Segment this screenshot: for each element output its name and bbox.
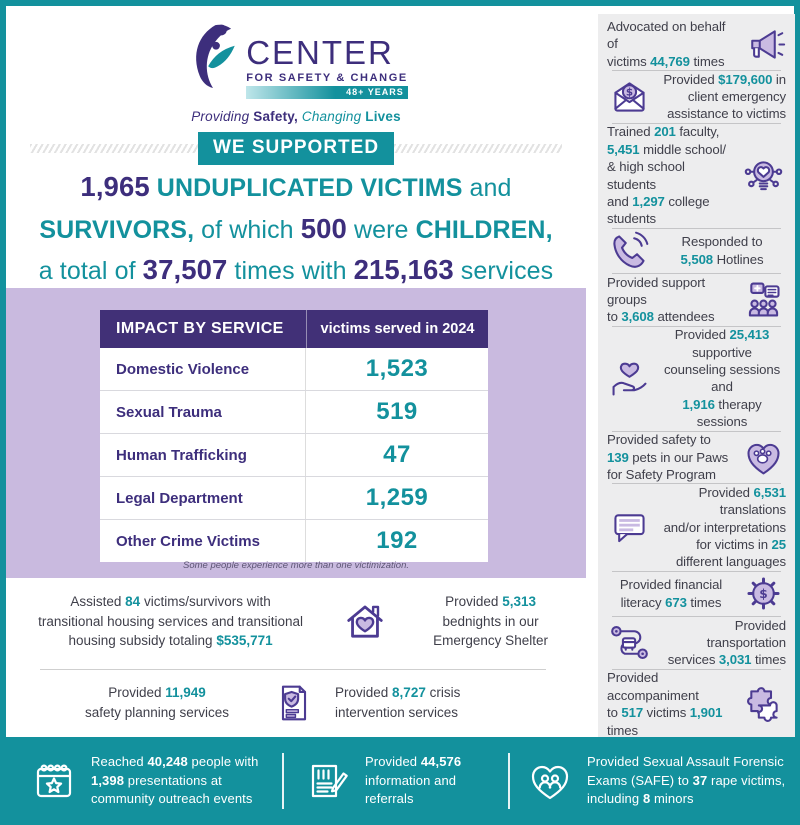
safe-exam-heart-icon [526, 757, 574, 805]
footer-stat-item: Provided 44,576 information and referrals [284, 737, 508, 825]
table-row: Legal Department 1,259 [100, 477, 488, 520]
training-idea-icon [741, 153, 786, 198]
svg-text:$: $ [626, 87, 633, 99]
logo: CENTER FOR SAFETY & CHANGE 48+ YEARS Pro… [6, 20, 586, 124]
sidebar-stat-item: Trained 201 faculty, 5,451 middle school/… [598, 123, 795, 228]
transitional-housing-text: Assisted 84 victims/survivors with transi… [38, 594, 304, 649]
victims-served-value: 519 [376, 398, 418, 425]
sidebar-stat-text: Provided 25,413 supportive counseling ses… [663, 327, 781, 430]
sidebar-stat-text: Advocated on behalf of victims 44,769 tim… [607, 19, 726, 69]
table-row: Human Trafficking 47 [100, 434, 488, 477]
gear-dollar-icon: $ [741, 571, 786, 616]
svg-text:$: $ [759, 587, 767, 601]
service-label: Domestic Violence [100, 348, 306, 390]
sidebar-stat-text: Trained 201 faculty, 5,451 middle school/… [607, 124, 726, 227]
sidebar-stat-text: Provided transportation services 3,031 ti… [667, 617, 786, 668]
service-label: Legal Department [100, 477, 306, 519]
footer-stat-item: Provided Sexual Assault Forensic Exams (S… [510, 737, 800, 825]
sidebar-stat-text: Provided accompaniment to 517 victims 1,9… [607, 670, 723, 738]
sidebar-stat-text: Provided support groups to 3,608 attendee… [607, 274, 715, 325]
safety-plan-doc-icon [271, 680, 317, 726]
sidebar-stat-item: Advocated on behalf of victims 44,769 tim… [598, 18, 795, 70]
impact-table-header-service: IMPACT BY SERVICE [116, 320, 284, 337]
impact-table: IMPACT BY SERVICE victims served in 2024… [100, 310, 488, 562]
paw-heart-icon [741, 435, 786, 480]
service-label: Sexual Trauma [100, 391, 306, 433]
calendar-star-icon [30, 757, 78, 805]
sidebar-stat-item: Provided 25,413 supportive counseling ses… [598, 326, 795, 431]
footer-stat-item: Reached 40,248 people with 1,398 presenta… [0, 737, 282, 825]
sidebar-stat-item: Provided 6,531 translations and/or interp… [598, 484, 795, 571]
footer-stat-text: Provided Sexual Assault Forensic Exams (S… [587, 753, 786, 807]
sidebar-stat-text: Provided safety to 139 pets in our Paws fo… [607, 432, 729, 482]
footer-stat-text: Reached 40,248 people with 1,398 presenta… [91, 753, 259, 807]
hatch-line-left [30, 144, 198, 153]
impact-panel: IMPACT BY SERVICE victims served in 2024… [6, 288, 586, 578]
victims-served-value: 1,523 [365, 355, 429, 382]
safety-planning-row: Provided 11,949 safety planning services … [16, 680, 576, 726]
table-row: Other Crime Victims 192 [100, 520, 488, 562]
table-row: Domestic Violence 1,523 [100, 348, 488, 391]
sidebar-stat-item: $ Provided $179,600 in client emergency ass… [598, 71, 795, 123]
impact-table-header-victims: victims served in 2024 [306, 310, 488, 348]
logo-subname: FOR SAFETY & CHANGE [246, 72, 408, 84]
table-row: Sexual Trauma 519 [100, 391, 488, 434]
crisis-intervention-text: Provided 8,727 crisis intervention servic… [335, 685, 461, 720]
sidebar-stat-item: Provided accompaniment to 517 victims 1,9… [598, 669, 795, 739]
sidebar-stat-text: Provided $179,600 in client emergency assi… [663, 71, 786, 122]
logo-years-badge: 48+ YEARS [246, 86, 408, 99]
logo-texts: CENTER FOR SAFETY & CHANGE 48+ YEARS [246, 20, 408, 99]
footer-stat-text: Provided 44,576 information and referrals [365, 753, 462, 807]
stats-sidebar: Advocated on behalf of victims 44,769 tim… [598, 14, 795, 743]
victims-served-value: 47 [383, 441, 411, 468]
hand-heart-icon [607, 356, 652, 401]
support-group-icon [741, 277, 786, 322]
footer-divider [508, 753, 510, 809]
envelope-dollar-icon: $ [607, 74, 652, 119]
main-column: CENTER FOR SAFETY & CHANGE 48+ YEARS Pro… [6, 6, 586, 737]
house-heart-icon [339, 595, 391, 647]
headline: 1,965 UNDUPLICATED VICTIMS and SURVIVORS,… [38, 171, 554, 285]
impact-table-body: Domestic Violence 1,523 Sexual Trauma 519 Hu… [100, 348, 488, 562]
logo-row: CENTER FOR SAFETY & CHANGE 48+ YEARS [6, 20, 586, 103]
content-area: CENTER FOR SAFETY & CHANGE 48+ YEARS Pro… [6, 6, 795, 743]
victims-served-value: 192 [376, 527, 418, 554]
sidebar-stat-text: Provided 6,531 translations and/or interp… [663, 484, 787, 570]
logo-tagline: Providing Safety, Changing Lives [191, 109, 401, 124]
footer-divider [282, 753, 284, 809]
victims-served-value: 1,259 [365, 484, 429, 511]
sidebar-stat-item: Provided safety to 139 pets in our Paws fo… [598, 431, 795, 483]
we-supported-row: WE SUPPORTED [30, 132, 562, 165]
megaphone-icon [741, 22, 786, 67]
phone-hotline-icon [607, 228, 652, 273]
puzzle-accompaniment-icon [741, 682, 786, 727]
speech-bubble-icon [607, 505, 652, 550]
footer-bar: Reached 40,248 people with 1,398 presenta… [0, 737, 800, 825]
safety-planning-text: Provided 11,949 safety planning services [84, 685, 230, 720]
we-supported-badge: WE SUPPORTED [197, 132, 395, 165]
information-referral-icon [304, 757, 352, 805]
impact-table-header: IMPACT BY SERVICE victims served in 2024 [100, 310, 488, 348]
bednights-text: Provided 5,313 bednights in our Emergency … [433, 594, 548, 649]
logo-name: CENTER [246, 34, 394, 71]
sidebar-stat-text: Responded to 5,508 Hotlines [680, 234, 764, 267]
center-logo-swoosh-icon [184, 20, 242, 103]
service-label: Human Trafficking [100, 434, 306, 476]
victimization-note: Some people experience more than one vic… [182, 560, 409, 571]
transportation-route-icon [607, 620, 652, 665]
sidebar-stat-item: Provided support groups to 3,608 attendee… [598, 274, 795, 326]
housing-divider [40, 669, 546, 670]
sidebar-stat-item: Provided financial literacy 673 times $ [598, 571, 795, 616]
sidebar-stat-item: Responded to 5,508 Hotlines [598, 228, 795, 273]
service-label: Other Crime Victims [100, 520, 306, 562]
sidebar-stat-item: Provided transportation services 3,031 ti… [598, 617, 795, 669]
sidebar-stat-text: Provided financial literacy 673 times [619, 577, 723, 610]
hatch-line-right [394, 144, 562, 153]
housing-row: Assisted 84 victims/survivors with transi… [16, 592, 576, 651]
